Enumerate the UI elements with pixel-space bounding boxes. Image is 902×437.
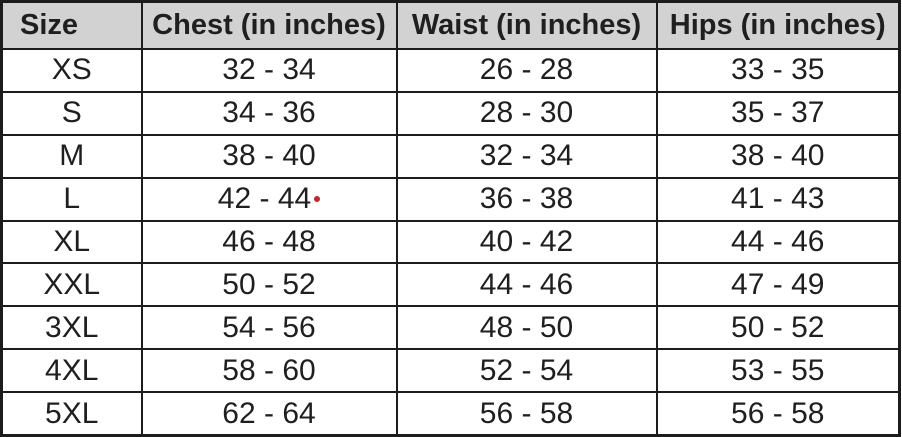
- hips-cell: 35 - 37: [655, 90, 901, 136]
- size-cell: 3XL: [0, 305, 143, 351]
- hips-cell: 50 - 52: [655, 305, 901, 351]
- hips-cell: 41 - 43: [655, 176, 901, 222]
- size-cell: XS: [0, 48, 143, 93]
- hips-cell: 44 - 46: [655, 219, 901, 265]
- hips-cell: 47 - 49: [655, 262, 901, 308]
- waist-cell: 26 - 28: [395, 48, 658, 93]
- table-row-xl: XL 46 - 48 40 - 42 44 - 46: [0, 219, 901, 265]
- table-row-4xl: 4XL 58 - 60 52 - 54 53 - 55: [0, 348, 901, 393]
- chest-cell: 62 - 64: [140, 391, 398, 437]
- waist-cell: 32 - 34: [395, 133, 658, 179]
- waist-cell: 48 - 50: [395, 305, 658, 351]
- chest-cell: 58 - 60: [140, 348, 398, 393]
- table-row-3xl: 3XL 54 - 56 48 - 50 50 - 52: [0, 305, 901, 351]
- header-size: Size: [0, 0, 143, 50]
- size-cell: XL: [0, 219, 143, 265]
- chest-cell: 32 - 34: [140, 48, 398, 93]
- chest-cell: 34 - 36: [140, 90, 398, 136]
- chest-cell: 46 - 48: [140, 219, 398, 265]
- size-cell: 5XL: [0, 391, 143, 437]
- waist-cell: 44 - 46: [395, 262, 658, 308]
- table-row-xxl: XXL 50 - 52 44 - 46 47 - 49: [0, 262, 901, 308]
- table-row-m: M 38 - 40 32 - 34 38 - 40: [0, 133, 901, 179]
- size-cell: M: [0, 133, 143, 179]
- table-row-5xl: 5XL 62 - 64 56 - 58 56 - 58: [0, 391, 901, 437]
- table-header-row: Size Chest (in inches) Waist (in inches)…: [0, 0, 901, 50]
- size-cell: XXL: [0, 262, 143, 308]
- size-cell: S: [0, 90, 143, 136]
- size-cell: 4XL: [0, 348, 143, 393]
- hips-cell: 33 - 35: [655, 48, 901, 93]
- table-row-l: L 42 - 44 36 - 38 41 - 43: [0, 176, 901, 222]
- header-waist: Waist (in inches): [395, 0, 658, 50]
- chest-cell: 38 - 40: [140, 133, 398, 179]
- hips-cell: 56 - 58: [655, 391, 901, 437]
- waist-cell: 52 - 54: [395, 348, 658, 393]
- waist-cell: 36 - 38: [395, 176, 658, 222]
- waist-cell: 28 - 30: [395, 90, 658, 136]
- waist-cell: 56 - 58: [395, 391, 658, 437]
- table-row-xs: XS 32 - 34 26 - 28 33 - 35: [0, 48, 901, 93]
- table-row-s: S 34 - 36 28 - 30 35 - 37: [0, 90, 901, 136]
- header-hips: Hips (in inches): [655, 0, 901, 50]
- hips-cell: 53 - 55: [655, 348, 901, 393]
- size-cell: L: [0, 176, 143, 222]
- chest-cell: 50 - 52: [140, 262, 398, 308]
- hips-cell: 38 - 40: [655, 133, 901, 179]
- chest-cell: 42 - 44: [140, 176, 398, 222]
- red-dot-marker: [314, 196, 321, 203]
- header-chest: Chest (in inches): [140, 0, 398, 50]
- chest-value: 42 - 44: [217, 182, 312, 216]
- chest-cell: 54 - 56: [140, 305, 398, 351]
- waist-cell: 40 - 42: [395, 219, 658, 265]
